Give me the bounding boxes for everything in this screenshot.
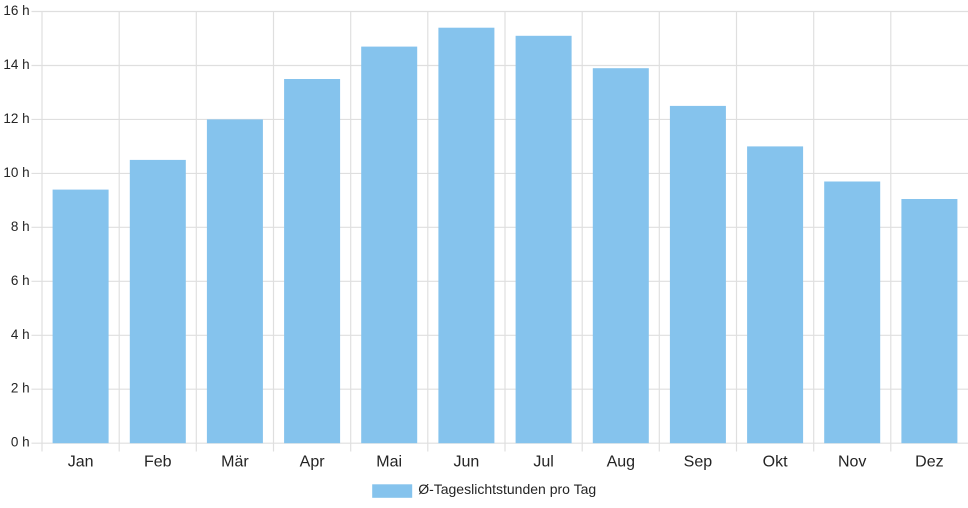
svg-text:8 h: 8 h: [11, 219, 30, 234]
svg-text:0 h: 0 h: [11, 435, 30, 450]
svg-text:14 h: 14 h: [3, 57, 29, 72]
svg-text:Okt: Okt: [763, 454, 788, 471]
svg-text:Apr: Apr: [300, 454, 326, 471]
svg-text:Mär: Mär: [221, 454, 249, 471]
svg-text:4 h: 4 h: [11, 327, 30, 342]
svg-text:10 h: 10 h: [3, 165, 29, 180]
svg-text:6 h: 6 h: [11, 273, 30, 288]
svg-text:16 h: 16 h: [3, 3, 29, 18]
svg-text:12 h: 12 h: [3, 111, 29, 126]
svg-text:Jun: Jun: [454, 454, 480, 471]
svg-text:2 h: 2 h: [11, 381, 30, 396]
svg-text:Ø-Tageslichtstunden pro Tag: Ø-Tageslichtstunden pro Tag: [418, 481, 596, 497]
svg-text:Nov: Nov: [838, 454, 866, 471]
svg-text:Feb: Feb: [144, 454, 172, 471]
svg-text:Sep: Sep: [684, 454, 713, 471]
svg-text:Mai: Mai: [376, 454, 402, 471]
svg-text:Dez: Dez: [915, 454, 943, 471]
svg-text:Aug: Aug: [607, 454, 635, 471]
svg-text:Jul: Jul: [533, 454, 553, 471]
svg-text:Jan: Jan: [68, 454, 94, 471]
